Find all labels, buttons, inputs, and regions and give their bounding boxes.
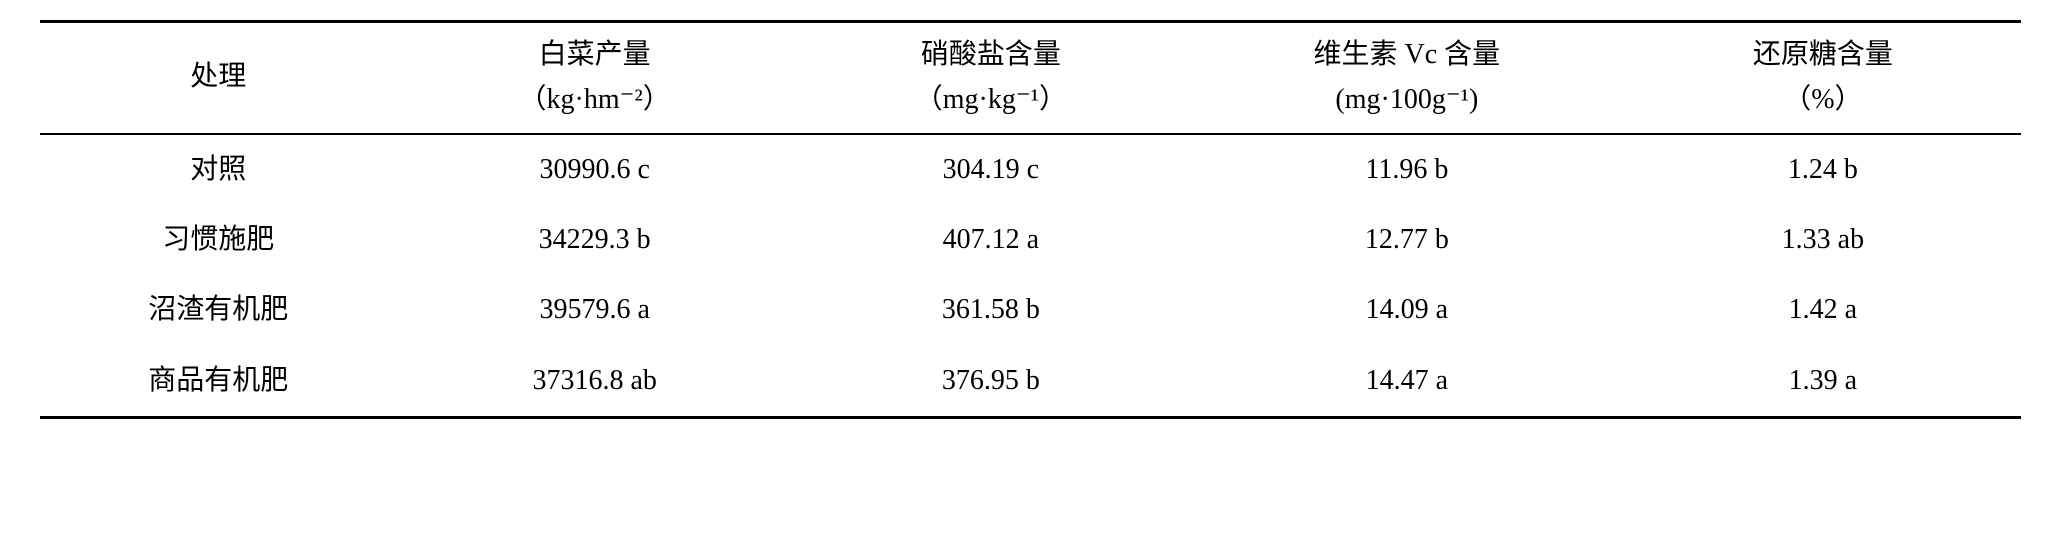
table-header-row: 处理 白菜产量 （kg·hm⁻²） 硝酸盐含量 （mg·kg⁻¹） 维生素 Vc… xyxy=(40,22,2021,134)
cell-vc: 14.47 a xyxy=(1189,346,1625,418)
cell-treatment: 对照 xyxy=(40,134,397,205)
cell-nitrate: 376.95 b xyxy=(793,346,1189,418)
cell-vc: 12.77 b xyxy=(1189,205,1625,275)
header-line1: 维生素 Vc 含量 xyxy=(1197,33,1617,78)
cell-yield: 39579.6 a xyxy=(397,275,793,345)
col-header-nitrate: 硝酸盐含量 （mg·kg⁻¹） xyxy=(793,22,1189,134)
cell-treatment: 商品有机肥 xyxy=(40,346,397,418)
col-header-vc: 维生素 Vc 含量 (mg·100g⁻¹) xyxy=(1189,22,1625,134)
header-line2: （%） xyxy=(1633,78,2013,123)
header-line1: 处理 xyxy=(48,55,389,100)
col-header-yield: 白菜产量 （kg·hm⁻²） xyxy=(397,22,793,134)
cell-nitrate: 407.12 a xyxy=(793,205,1189,275)
table-body: 对照 30990.6 c 304.19 c 11.96 b 1.24 b 习惯施… xyxy=(40,134,2021,418)
cell-treatment: 沼渣有机肥 xyxy=(40,275,397,345)
cell-nitrate: 361.58 b xyxy=(793,275,1189,345)
table-row: 沼渣有机肥 39579.6 a 361.58 b 14.09 a 1.42 a xyxy=(40,275,2021,345)
header-line2: （kg·hm⁻²） xyxy=(405,78,785,123)
cell-vc: 14.09 a xyxy=(1189,275,1625,345)
cell-treatment: 习惯施肥 xyxy=(40,205,397,275)
cell-nitrate: 304.19 c xyxy=(793,134,1189,205)
cell-sugar: 1.33 ab xyxy=(1625,205,2021,275)
header-line1: 硝酸盐含量 xyxy=(801,33,1181,78)
cell-yield: 37316.8 ab xyxy=(397,346,793,418)
table-row: 对照 30990.6 c 304.19 c 11.96 b 1.24 b xyxy=(40,134,2021,205)
col-header-sugar: 还原糖含量 （%） xyxy=(1625,22,2021,134)
data-table: 处理 白菜产量 （kg·hm⁻²） 硝酸盐含量 （mg·kg⁻¹） 维生素 Vc… xyxy=(40,20,2021,419)
cell-sugar: 1.24 b xyxy=(1625,134,2021,205)
header-line2: （mg·kg⁻¹） xyxy=(801,78,1181,123)
cell-sugar: 1.39 a xyxy=(1625,346,2021,418)
header-line1: 白菜产量 xyxy=(405,33,785,78)
header-line2: (mg·100g⁻¹) xyxy=(1197,78,1617,123)
table-row: 习惯施肥 34229.3 b 407.12 a 12.77 b 1.33 ab xyxy=(40,205,2021,275)
col-header-treatment: 处理 xyxy=(40,22,397,134)
cell-vc: 11.96 b xyxy=(1189,134,1625,205)
table-row: 商品有机肥 37316.8 ab 376.95 b 14.47 a 1.39 a xyxy=(40,346,2021,418)
cell-sugar: 1.42 a xyxy=(1625,275,2021,345)
header-line1: 还原糖含量 xyxy=(1633,33,2013,78)
cell-yield: 30990.6 c xyxy=(397,134,793,205)
cell-yield: 34229.3 b xyxy=(397,205,793,275)
